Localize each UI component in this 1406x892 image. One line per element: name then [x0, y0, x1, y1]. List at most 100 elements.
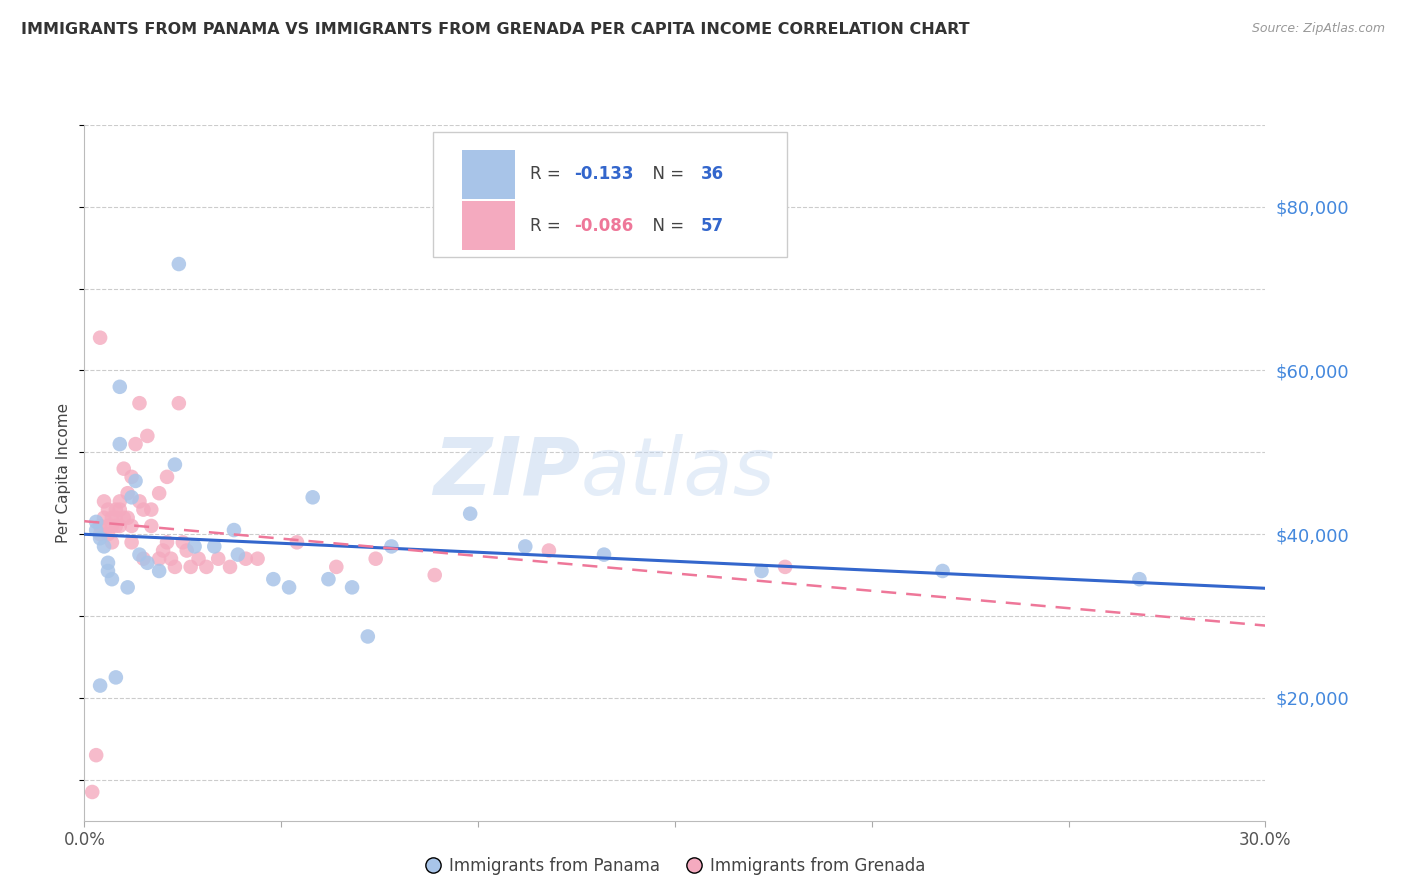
Point: [187, 551, 209, 566]
Point: [222, 523, 245, 537]
Point: [128, 396, 150, 410]
Point: [285, 535, 308, 549]
Point: [357, 630, 380, 644]
Point: [160, 551, 183, 566]
Bar: [463, 150, 516, 199]
Point: [593, 548, 616, 562]
Text: 57: 57: [700, 217, 724, 235]
Point: [132, 502, 155, 516]
Point: [104, 519, 127, 533]
Point: [195, 560, 218, 574]
Point: [121, 535, 143, 549]
Text: N =: N =: [641, 165, 689, 184]
Point: [364, 551, 387, 566]
Point: [141, 519, 163, 533]
Point: [89, 331, 111, 345]
Point: [97, 502, 120, 516]
Point: [167, 257, 190, 271]
Point: [751, 564, 773, 578]
Point: [124, 437, 146, 451]
Point: [167, 396, 190, 410]
Text: R =: R =: [530, 217, 565, 235]
Point: [117, 580, 139, 594]
Point: [124, 474, 146, 488]
Point: [931, 564, 953, 578]
Point: [104, 510, 127, 524]
Point: [101, 535, 124, 549]
Point: [101, 510, 124, 524]
Point: [97, 564, 120, 578]
Point: [97, 527, 120, 541]
Point: [172, 535, 194, 549]
Point: [537, 543, 560, 558]
Point: [121, 519, 143, 533]
Point: [235, 551, 257, 566]
Text: IMMIGRANTS FROM PANAMA VS IMMIGRANTS FROM GRENADA PER CAPITA INCOME CORRELATION : IMMIGRANTS FROM PANAMA VS IMMIGRANTS FRO…: [21, 22, 970, 37]
Point: [340, 580, 363, 594]
Point: [101, 519, 124, 533]
Point: [128, 548, 150, 562]
Point: [89, 519, 111, 533]
Point: [458, 507, 481, 521]
Point: [117, 510, 139, 524]
Point: [148, 486, 170, 500]
Point: [176, 543, 198, 558]
Point: [112, 510, 135, 524]
Point: [180, 560, 202, 574]
Point: [262, 572, 284, 586]
Point: [318, 572, 340, 586]
Point: [104, 670, 127, 684]
Point: [117, 486, 139, 500]
Point: [148, 551, 170, 566]
Text: N =: N =: [641, 217, 689, 235]
Point: [97, 556, 120, 570]
Point: [148, 564, 170, 578]
Point: [136, 556, 159, 570]
Point: [207, 551, 229, 566]
Text: R =: R =: [530, 165, 565, 184]
Point: [108, 437, 131, 451]
Point: [301, 491, 323, 505]
Point: [93, 510, 115, 524]
Point: [89, 679, 111, 693]
Point: [246, 551, 269, 566]
Text: -0.086: -0.086: [575, 217, 634, 235]
Point: [82, 785, 104, 799]
Point: [84, 748, 107, 763]
Point: [152, 543, 174, 558]
Point: [183, 540, 205, 554]
Point: [132, 551, 155, 566]
Point: [219, 560, 242, 574]
Point: [84, 515, 107, 529]
Point: [380, 540, 402, 554]
Point: [108, 494, 131, 508]
Point: [93, 494, 115, 508]
Point: [121, 491, 143, 505]
Point: [141, 502, 163, 516]
Point: [773, 560, 796, 574]
Point: [84, 523, 107, 537]
Point: [121, 470, 143, 484]
Point: [423, 568, 446, 582]
Point: [101, 572, 124, 586]
Point: [97, 519, 120, 533]
Point: [136, 429, 159, 443]
Point: [93, 540, 115, 554]
Point: [515, 540, 537, 554]
Point: [89, 527, 111, 541]
Point: [108, 380, 131, 394]
Point: [278, 580, 301, 594]
Bar: [463, 202, 516, 250]
Text: -0.133: -0.133: [575, 165, 634, 184]
Point: [156, 470, 179, 484]
Point: [163, 458, 186, 472]
Point: [104, 502, 127, 516]
Point: [112, 461, 135, 475]
Legend: Immigrants from Panama, Immigrants from Grenada: Immigrants from Panama, Immigrants from …: [418, 851, 932, 882]
Text: Source: ZipAtlas.com: Source: ZipAtlas.com: [1251, 22, 1385, 36]
Point: [202, 540, 225, 554]
Point: [108, 502, 131, 516]
Point: [156, 535, 179, 549]
Point: [89, 531, 111, 545]
Text: ZIP: ZIP: [433, 434, 581, 512]
